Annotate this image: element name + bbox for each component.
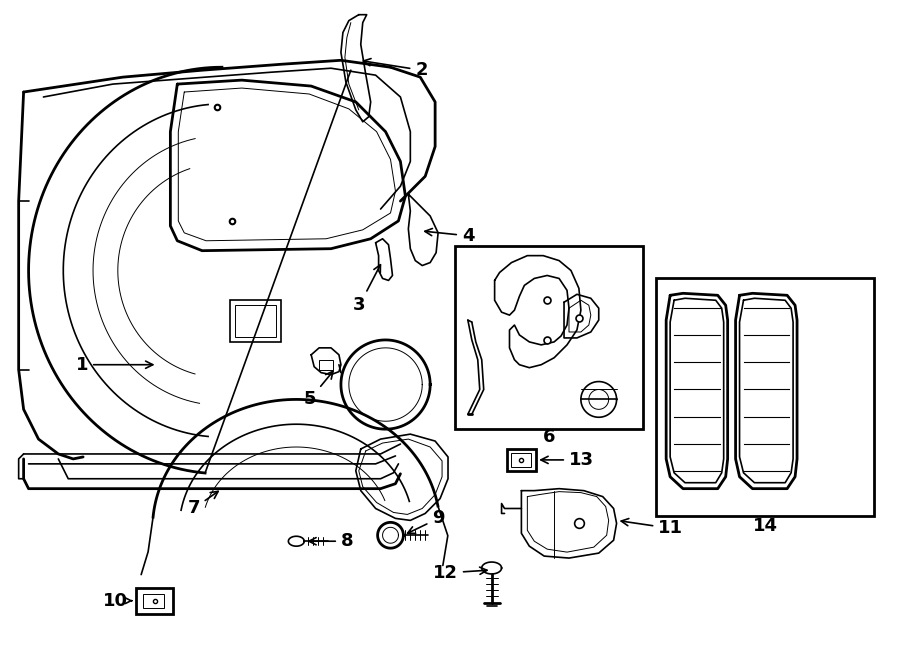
Text: 4: 4 [425, 227, 474, 245]
Text: 6: 6 [543, 428, 555, 446]
Text: 7: 7 [187, 491, 218, 518]
Bar [507, 449, 536, 471]
Bar [320, 360, 333, 369]
Text: 12: 12 [433, 564, 487, 582]
Bar [656, 278, 875, 516]
Bar [455, 246, 644, 429]
Text: 8: 8 [309, 532, 354, 550]
Text: 14: 14 [752, 518, 778, 535]
Text: 5: 5 [303, 371, 333, 408]
Bar [511, 453, 531, 467]
Text: 3: 3 [353, 264, 381, 314]
Text: 2: 2 [364, 59, 428, 79]
Text: 9: 9 [408, 510, 445, 533]
Bar [142, 594, 165, 607]
Text: 10: 10 [103, 592, 128, 609]
Bar [235, 305, 276, 337]
Bar [136, 588, 174, 613]
Text: 13: 13 [541, 451, 594, 469]
Text: 1: 1 [76, 356, 153, 373]
Text: 11: 11 [621, 518, 683, 537]
Bar [230, 300, 282, 342]
